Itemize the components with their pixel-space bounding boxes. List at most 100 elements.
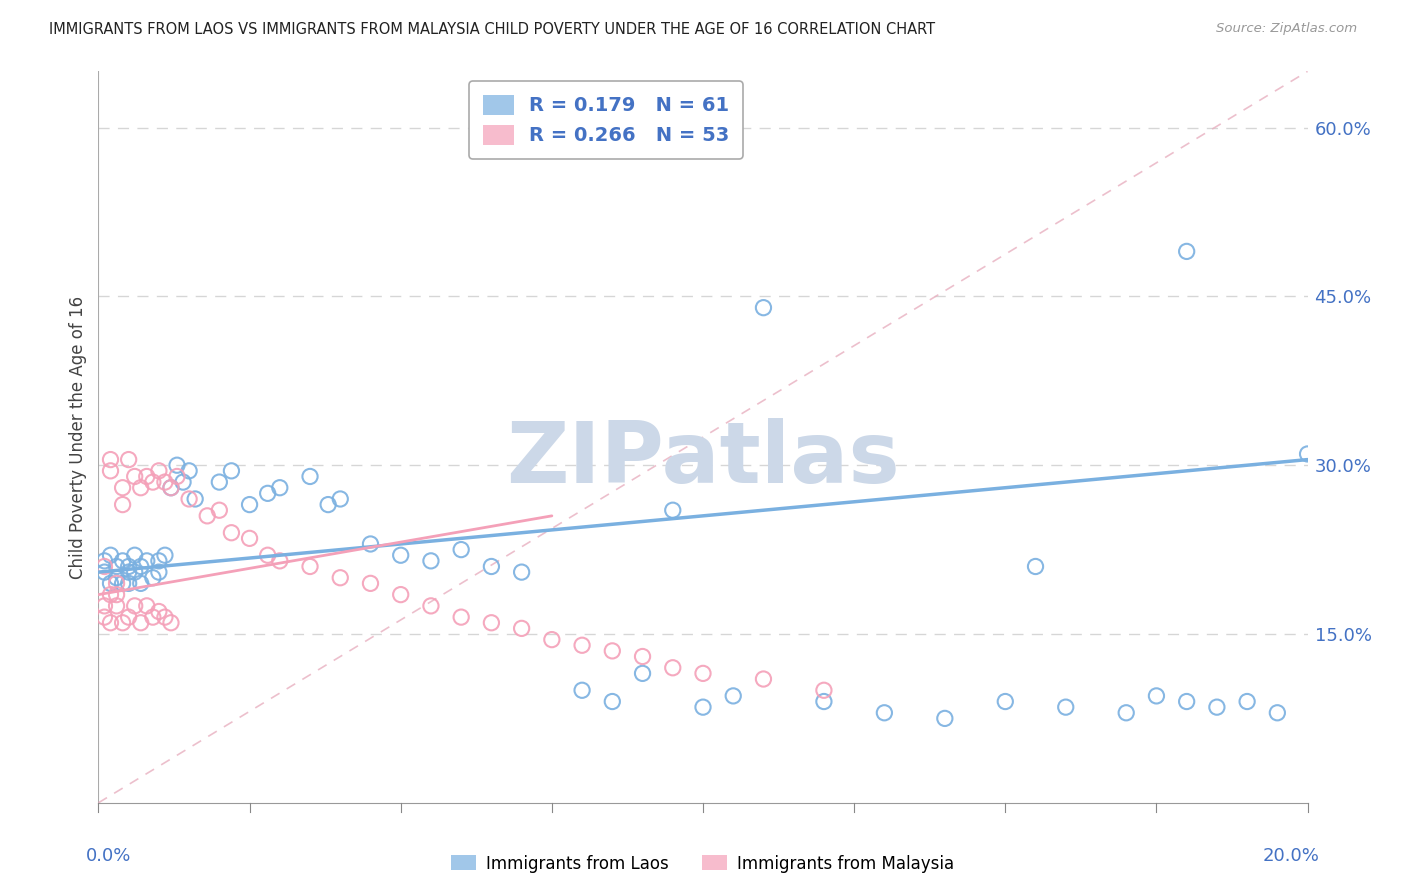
Point xyxy=(166,469,188,483)
Point xyxy=(256,548,278,562)
Point xyxy=(571,638,593,652)
Point xyxy=(118,576,141,591)
Point xyxy=(129,481,152,495)
Point xyxy=(1236,694,1258,708)
Point xyxy=(269,481,291,495)
Point xyxy=(184,491,207,506)
Point xyxy=(873,706,896,720)
Point xyxy=(118,559,141,574)
Point xyxy=(256,486,278,500)
Point xyxy=(135,599,157,613)
Point xyxy=(124,469,146,483)
Point xyxy=(389,548,412,562)
Point xyxy=(166,458,188,473)
Point xyxy=(571,683,593,698)
Point xyxy=(100,464,122,478)
Text: 20.0%: 20.0% xyxy=(1263,847,1320,864)
Y-axis label: Child Poverty Under the Age of 16: Child Poverty Under the Age of 16 xyxy=(69,295,87,579)
Point xyxy=(179,464,201,478)
Point xyxy=(1296,447,1319,461)
Point xyxy=(540,632,562,647)
Point xyxy=(111,498,134,512)
Point xyxy=(124,599,146,613)
Point xyxy=(160,481,183,495)
Point xyxy=(118,610,141,624)
Point xyxy=(329,571,352,585)
Point xyxy=(153,548,176,562)
Point xyxy=(93,599,115,613)
Point xyxy=(631,666,654,681)
Point xyxy=(100,452,122,467)
Point xyxy=(160,615,183,630)
Point xyxy=(105,576,128,591)
Point xyxy=(153,475,176,489)
Point xyxy=(1024,559,1046,574)
Point xyxy=(316,498,339,512)
Point xyxy=(1267,706,1289,720)
Point xyxy=(153,610,176,624)
Point xyxy=(148,565,170,579)
Point xyxy=(239,532,262,546)
Point xyxy=(661,503,683,517)
Point xyxy=(1115,706,1137,720)
Point xyxy=(1206,700,1229,714)
Point xyxy=(481,615,503,630)
Point xyxy=(129,559,152,574)
Point xyxy=(752,672,775,686)
Point xyxy=(105,599,128,613)
Point xyxy=(420,554,443,568)
Point xyxy=(93,610,115,624)
Point xyxy=(129,615,152,630)
Point xyxy=(118,452,141,467)
Text: 0.0%: 0.0% xyxy=(86,847,132,864)
Legend: R = 0.179   N = 61, R = 0.266   N = 53: R = 0.179 N = 61, R = 0.266 N = 53 xyxy=(470,81,744,159)
Point xyxy=(208,503,231,517)
Point xyxy=(752,301,775,315)
Text: Source: ZipAtlas.com: Source: ZipAtlas.com xyxy=(1216,22,1357,36)
Point xyxy=(269,554,291,568)
Point xyxy=(100,588,122,602)
Point xyxy=(111,481,134,495)
Point xyxy=(135,469,157,483)
Point xyxy=(160,481,183,495)
Point xyxy=(148,464,170,478)
Point xyxy=(195,508,218,523)
Point xyxy=(111,576,134,591)
Point xyxy=(124,548,146,562)
Text: IMMIGRANTS FROM LAOS VS IMMIGRANTS FROM MALAYSIA CHILD POVERTY UNDER THE AGE OF : IMMIGRANTS FROM LAOS VS IMMIGRANTS FROM … xyxy=(49,22,935,37)
Point xyxy=(602,694,624,708)
Legend: Immigrants from Laos, Immigrants from Malaysia: Immigrants from Laos, Immigrants from Ma… xyxy=(444,848,962,880)
Point xyxy=(221,525,243,540)
Point xyxy=(723,689,745,703)
Point xyxy=(661,661,683,675)
Point xyxy=(100,548,122,562)
Text: ZIPatlas: ZIPatlas xyxy=(506,417,900,500)
Point xyxy=(299,559,322,574)
Point xyxy=(239,498,262,512)
Point xyxy=(93,554,115,568)
Point xyxy=(111,615,134,630)
Point xyxy=(179,491,201,506)
Point xyxy=(124,565,146,579)
Point xyxy=(299,469,322,483)
Point xyxy=(360,576,382,591)
Point xyxy=(692,700,714,714)
Point xyxy=(100,576,122,591)
Point xyxy=(148,554,170,568)
Point xyxy=(329,491,352,506)
Point xyxy=(172,475,194,489)
Point xyxy=(129,576,152,591)
Point xyxy=(692,666,714,681)
Point xyxy=(360,537,382,551)
Point xyxy=(1175,244,1198,259)
Point xyxy=(105,588,128,602)
Point xyxy=(481,559,503,574)
Point xyxy=(208,475,231,489)
Point xyxy=(142,475,165,489)
Point xyxy=(100,615,122,630)
Point xyxy=(510,565,533,579)
Point xyxy=(1144,689,1167,703)
Point xyxy=(142,610,165,624)
Point xyxy=(420,599,443,613)
Point xyxy=(813,694,835,708)
